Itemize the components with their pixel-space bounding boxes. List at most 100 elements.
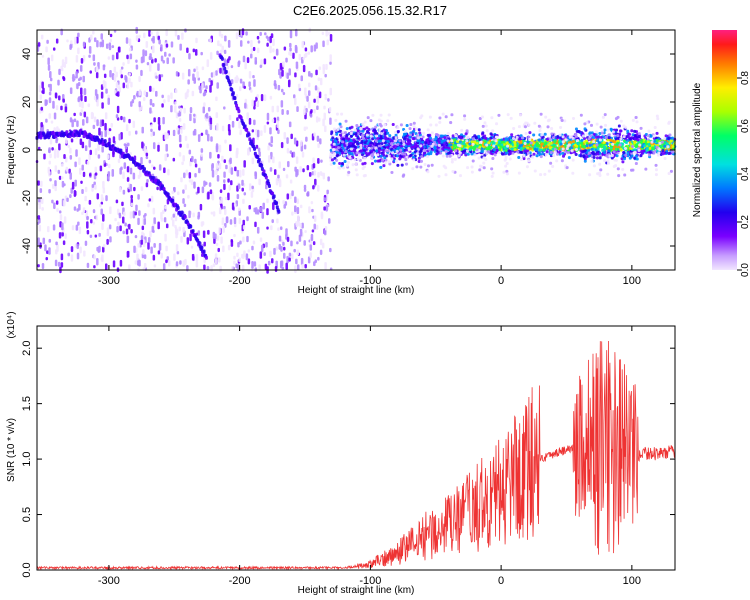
heatmap-cell (73, 112, 76, 117)
heatmap-cell (237, 109, 241, 114)
heatmap-cell (495, 135, 499, 139)
heatmap-cell (415, 152, 419, 156)
heatmap-cell (76, 120, 79, 128)
heatmap-cell (273, 56, 276, 60)
heatmap-cell (204, 255, 208, 260)
heatmap-cell (246, 112, 249, 120)
heatmap-cell (390, 170, 394, 174)
heatmap-cell (143, 262, 147, 269)
heatmap-cell (198, 167, 201, 174)
heatmap-cell (420, 114, 424, 118)
heatmap-cell (108, 44, 112, 51)
snr-y-axis: 0.00.51.01.52.0 (21, 341, 675, 578)
heatmap-cell (441, 112, 445, 116)
heatmap-cell (176, 205, 180, 210)
heatmap-cell (437, 143, 441, 147)
heatmap-cell (643, 144, 647, 148)
heatmap-cell (479, 140, 483, 144)
heatmap-cell (312, 241, 316, 246)
heatmap-cell (267, 184, 271, 189)
heatmap-cell (101, 197, 105, 201)
heatmap-cell (247, 149, 250, 156)
heatmap-cell (88, 153, 91, 161)
heatmap-cell (334, 118, 338, 122)
heatmap-cell (210, 211, 214, 215)
heatmap-cell (113, 66, 117, 73)
heatmap-cell (145, 91, 149, 98)
heatmap-cell (90, 111, 94, 120)
heatmap-cell (150, 124, 153, 128)
heatmap-cell (253, 79, 256, 87)
heatmap-cell (595, 130, 599, 134)
heatmap-cell (294, 97, 297, 106)
heatmap-cell (95, 72, 99, 79)
heatmap-cell (171, 198, 175, 203)
heatmap-cell (370, 162, 374, 166)
heatmap-cell (186, 237, 190, 245)
heatmap-cell (490, 174, 494, 178)
heatmap-cell (101, 119, 105, 127)
heatmap-cell (63, 216, 67, 224)
heatmap-cell (248, 183, 252, 191)
heatmap-cell (65, 166, 69, 172)
heatmap-cell (163, 99, 166, 104)
heatmap-cell (210, 80, 213, 86)
heatmap-cell (296, 264, 300, 271)
heatmap-cell (115, 199, 119, 204)
heatmap-cell (47, 57, 50, 66)
heatmap-cell (325, 193, 329, 201)
heatmap-cell (504, 155, 508, 159)
heatmap-cell (304, 87, 307, 96)
heatmap-cell (86, 221, 89, 229)
heatmap-cell (317, 77, 321, 82)
heatmap-cell (655, 114, 659, 118)
heatmap-cell (128, 77, 131, 84)
heatmap-cell (279, 62, 283, 71)
heatmap-cell (189, 224, 193, 229)
heatmap-cell (528, 147, 532, 151)
heatmap-cell (371, 113, 375, 117)
heatmap-cell (490, 116, 494, 120)
heatmap-cell (655, 138, 659, 142)
heatmap-cell (430, 144, 434, 148)
heatmap-cell (366, 141, 370, 145)
heatmap-cell (402, 142, 406, 146)
heatmap-cell (216, 82, 219, 89)
heatmap-cell (255, 96, 258, 102)
heatmap-cell (377, 139, 381, 143)
heatmap-cell (53, 127, 56, 132)
heatmap-cell (157, 250, 161, 255)
heatmap-cell (256, 94, 259, 98)
heatmap-cell (205, 112, 209, 119)
heatmap-cell (269, 127, 272, 135)
heatmap-cell (655, 131, 659, 135)
heatmap-cell (239, 131, 242, 136)
heatmap-cell (219, 67, 222, 74)
heatmap-cell (637, 132, 641, 136)
heatmap-cell (152, 207, 156, 215)
heatmap-cell (355, 173, 359, 177)
heatmap-cell (269, 167, 273, 172)
heatmap-cell (441, 147, 445, 151)
heatmap-cell (130, 101, 133, 107)
heatmap-cell (236, 193, 240, 200)
heatmap-cell (288, 68, 291, 76)
heatmap-cell (356, 136, 360, 140)
heatmap-cell (241, 179, 244, 186)
heatmap-cell (47, 226, 50, 233)
heatmap-cell (373, 131, 377, 135)
heatmap-cell (340, 144, 344, 148)
heatmap-cell (324, 73, 327, 78)
heatmap-cell (281, 69, 284, 77)
heatmap-cell (200, 153, 203, 157)
heatmap-cell (616, 115, 620, 119)
heatmap-cell (158, 124, 161, 131)
heatmap-cell (370, 154, 374, 158)
heatmap-cell (270, 225, 273, 231)
heatmap-cell (150, 195, 154, 203)
heatmap-cell (302, 56, 305, 61)
heatmap-cell (193, 77, 196, 84)
heatmap-cell (248, 81, 251, 88)
heatmap-cell (56, 150, 60, 158)
heatmap-cell (477, 134, 481, 138)
